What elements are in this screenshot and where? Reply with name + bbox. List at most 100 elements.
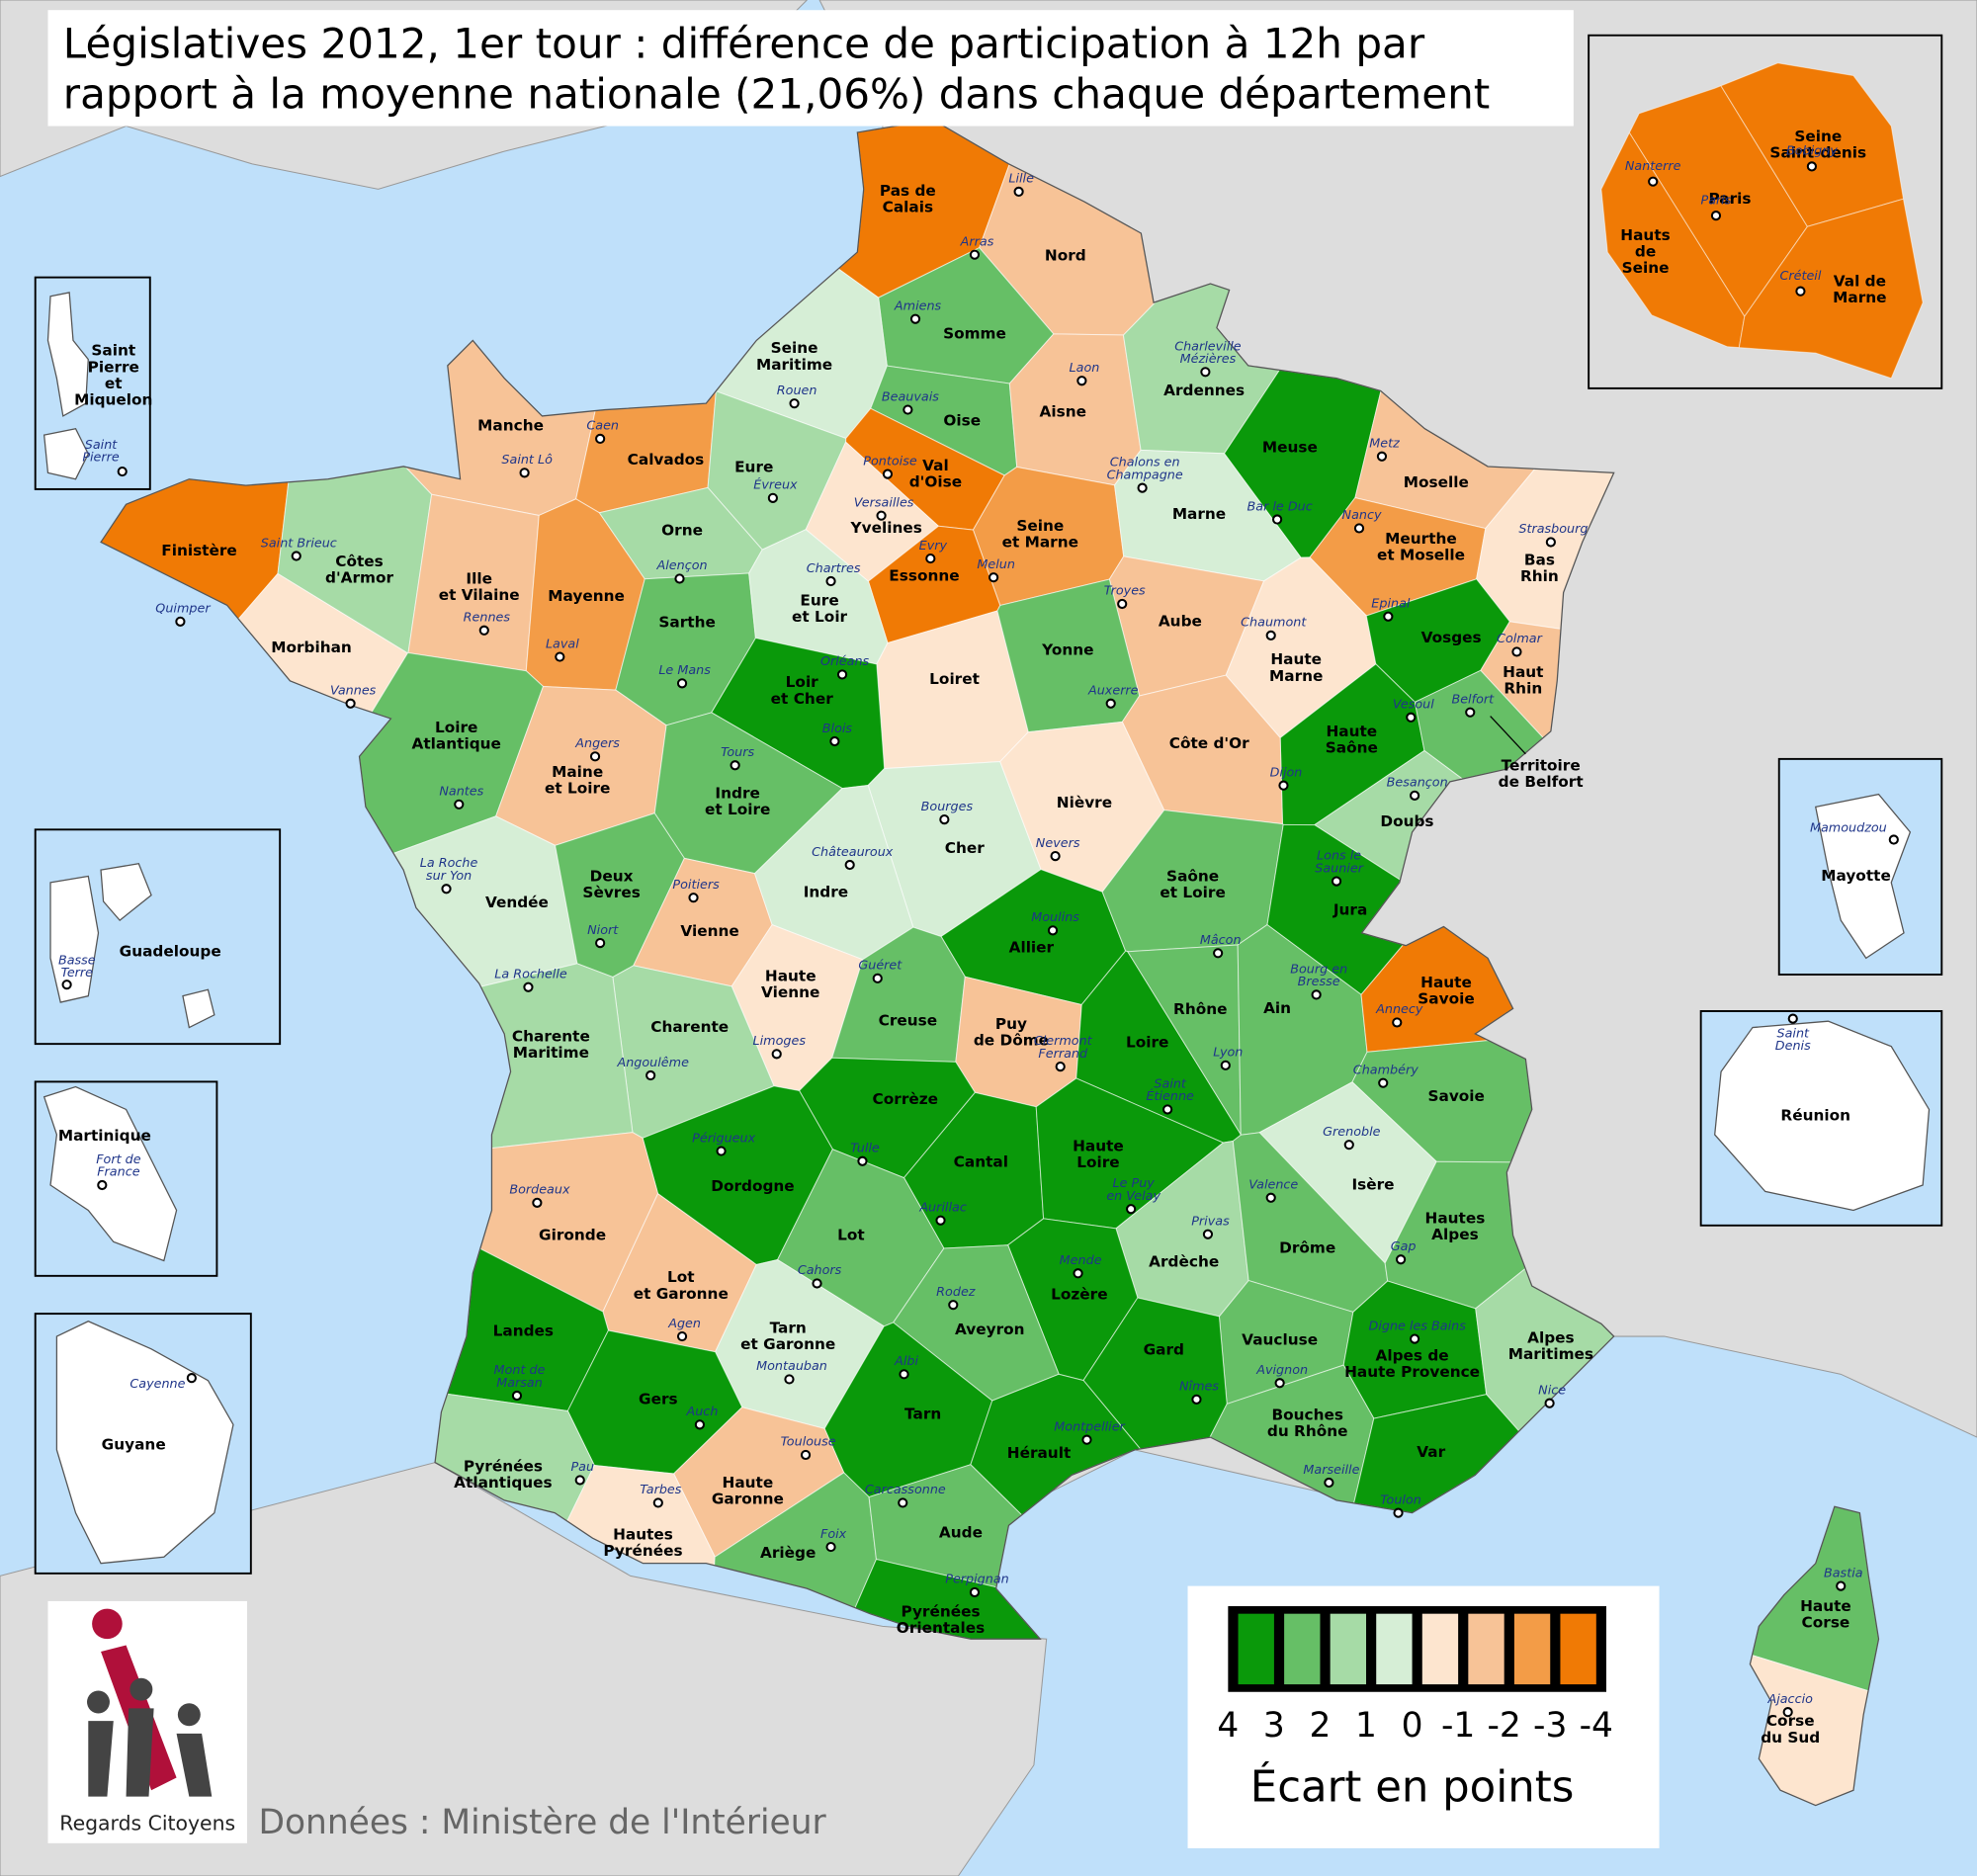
city-name: Troyes xyxy=(1104,584,1146,599)
city-name: Besançon xyxy=(1387,776,1448,791)
city-dot xyxy=(1806,161,1818,172)
department-name: Eure xyxy=(800,591,838,609)
city-dot xyxy=(925,553,936,564)
logo-dot xyxy=(92,1608,123,1640)
city-dot xyxy=(935,1215,946,1226)
city-dot xyxy=(903,404,913,415)
department-name: Savoie xyxy=(1418,989,1474,1007)
city-dot xyxy=(1383,611,1394,622)
source: Données : Ministère de l'Intérieur xyxy=(258,1803,826,1842)
territory xyxy=(49,863,215,1029)
department-name: Maritime xyxy=(513,1044,589,1062)
city-name: Orléans xyxy=(820,654,870,669)
city-name: Quimper xyxy=(155,602,211,617)
department-name: Ariège xyxy=(760,1544,816,1562)
city-name: Marsan xyxy=(496,1376,543,1391)
city-dot xyxy=(1126,1204,1137,1215)
department-name: Marne xyxy=(1269,667,1323,685)
city-name: France xyxy=(97,1165,139,1180)
city-dot xyxy=(688,893,699,903)
department-name: Ardennes xyxy=(1163,382,1245,399)
department-name: Seine xyxy=(1622,259,1670,277)
department-name: Loiret xyxy=(929,670,980,688)
city-name: Mâcon xyxy=(1200,933,1242,948)
city-dot xyxy=(836,669,848,680)
department-name: Yvelines xyxy=(850,519,922,537)
city-dot xyxy=(844,859,855,871)
city-name: Bourges xyxy=(921,800,974,814)
city-dot xyxy=(1278,780,1289,791)
city-dot xyxy=(1378,1077,1389,1088)
department-name: Haute xyxy=(1073,1138,1124,1155)
department-name: du Sud xyxy=(1761,1729,1820,1747)
title-box xyxy=(47,10,1574,127)
city-name: Chaumont xyxy=(1241,616,1307,631)
department-name: Nièvre xyxy=(1057,794,1112,811)
city-name: Nîmes xyxy=(1179,1380,1219,1395)
city-dot xyxy=(441,884,452,895)
department-name: Loire xyxy=(1126,1033,1168,1051)
city-name: Vannes xyxy=(330,684,377,699)
city-dot xyxy=(1395,1254,1407,1265)
department-name: Meurthe xyxy=(1385,530,1457,548)
city-name: Lille xyxy=(1008,172,1034,187)
department-name: Maritime xyxy=(756,356,832,374)
department-name: de xyxy=(1635,243,1656,261)
city-name: Poitiers xyxy=(672,878,720,893)
city-name: Tours xyxy=(721,745,754,760)
city-name: Nevers xyxy=(1036,836,1080,851)
city-name: Laon xyxy=(1070,361,1100,376)
city-name: Pierre xyxy=(82,451,120,466)
department-name: et Garonne xyxy=(740,1335,835,1353)
legend-swatch xyxy=(1513,1613,1551,1685)
department-name: et Loire xyxy=(1160,884,1225,901)
city-name: Saint xyxy=(85,438,119,453)
city-name: Laval xyxy=(546,637,579,651)
city-name: Bastia xyxy=(1824,1566,1863,1580)
city-dot xyxy=(784,1374,795,1385)
city-name: Rennes xyxy=(464,611,511,626)
department-name: d'Armor xyxy=(325,568,393,586)
department-name: Sèvres xyxy=(582,884,640,901)
legend-swatch xyxy=(1330,1613,1367,1685)
department-name: Isère xyxy=(1351,1176,1394,1194)
department-name: Corrèze xyxy=(873,1090,938,1108)
city-name: Carcassonne xyxy=(865,1483,946,1497)
city-name: Saunier xyxy=(1315,861,1363,876)
department-name: Garonne xyxy=(712,1491,784,1508)
legend-swatch xyxy=(1284,1613,1321,1685)
department-name: Bas xyxy=(1524,551,1555,568)
city-name: Terre xyxy=(61,966,94,981)
city-name: Champagne xyxy=(1107,468,1183,482)
city-name: Angoulême xyxy=(616,1056,689,1070)
city-dot xyxy=(676,678,688,689)
city-name: Denis xyxy=(1775,1039,1811,1054)
territory-name: Martinique xyxy=(58,1127,151,1145)
title-line: rapport à la moyenne nationale (21,06%) … xyxy=(63,70,1491,119)
city-name: Pau xyxy=(570,1460,594,1475)
city-dot xyxy=(1787,1013,1798,1024)
city-name: Mende xyxy=(1060,1253,1102,1268)
city-name: Lons le xyxy=(1317,849,1361,864)
city-name: Colmar xyxy=(1497,632,1542,646)
city-dot xyxy=(730,760,740,771)
logo-figure xyxy=(88,1708,213,1797)
department-name: Allier xyxy=(1009,939,1055,957)
department-name: Pyrénées xyxy=(901,1602,980,1620)
department-name: Essonne xyxy=(889,566,959,584)
department-name: Paris xyxy=(1708,190,1751,208)
city-name: Basse xyxy=(58,953,96,968)
city-dot xyxy=(574,1475,585,1486)
city-dot xyxy=(898,1497,908,1508)
city-dot xyxy=(1191,1394,1202,1405)
city-dot xyxy=(1162,1104,1173,1115)
department xyxy=(1600,131,1746,349)
city-name: en Velay xyxy=(1106,1189,1160,1204)
department-name: Nord xyxy=(1045,246,1086,264)
city-name: Charleville xyxy=(1174,339,1242,354)
department-name: et Cher xyxy=(771,690,834,708)
city-dot xyxy=(1392,1017,1403,1028)
city-dot xyxy=(1274,1378,1285,1389)
department-name: Marne xyxy=(1172,505,1226,523)
city-name: Montpellier xyxy=(1054,1419,1125,1434)
